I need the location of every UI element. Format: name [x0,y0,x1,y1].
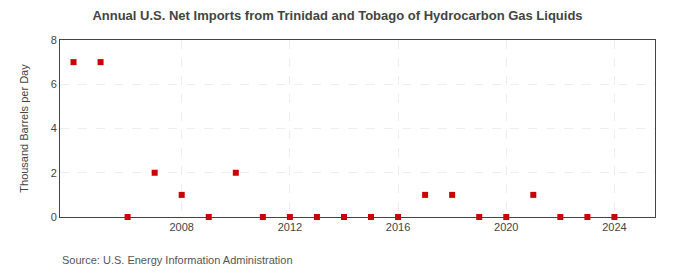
svg-text:4: 4 [51,122,57,134]
svg-text:2008: 2008 [169,221,193,233]
svg-text:6: 6 [51,78,57,90]
svg-text:2020: 2020 [494,221,518,233]
svg-text:2016: 2016 [386,221,410,233]
svg-text:Thousand Barrels per Day: Thousand Barrels per Day [18,64,30,193]
svg-text:Annual U.S. Net Imports from T: Annual U.S. Net Imports from Trinidad an… [92,8,582,23]
svg-text:Source: U.S. Energy Informatio: Source: U.S. Energy Information Administ… [62,254,293,266]
svg-text:2: 2 [51,167,57,179]
svg-text:8: 8 [51,34,57,46]
svg-text:2024: 2024 [602,221,626,233]
svg-text:0: 0 [51,211,57,223]
svg-text:2012: 2012 [278,221,302,233]
